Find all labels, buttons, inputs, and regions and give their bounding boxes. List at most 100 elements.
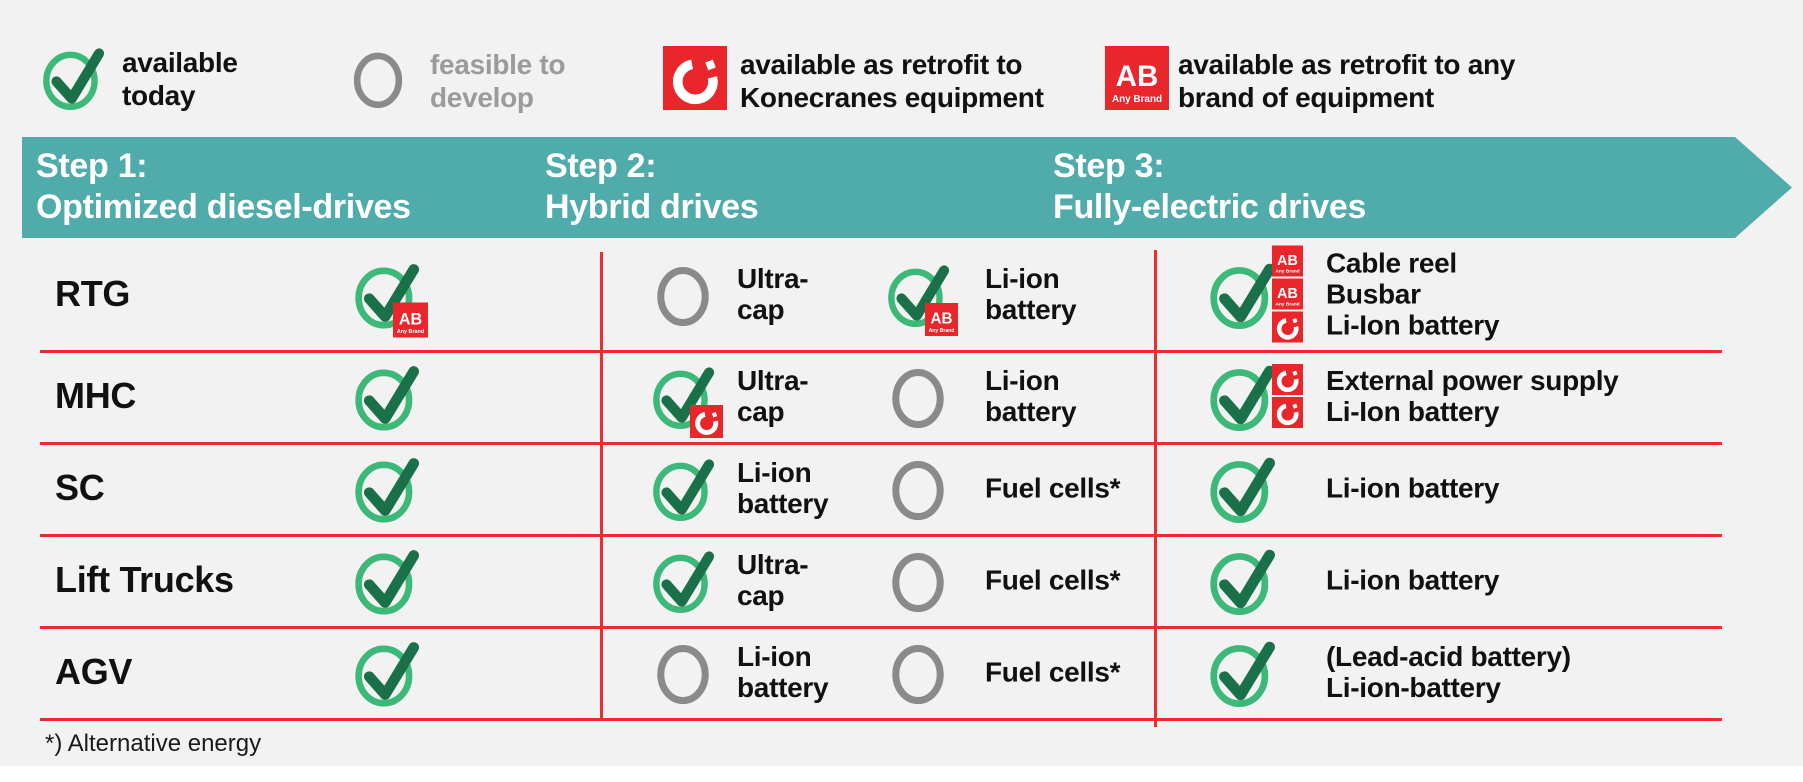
cell-label: Ultra- [737,263,809,294]
retrofit-badge-stack: AB Any Brand AB Any Brand [1272,245,1303,343]
cell-label: Fuel cells* [985,564,1121,596]
cell-label: Li-Ion battery [1326,309,1500,341]
row-divider [40,534,1722,537]
circle-icon [347,46,409,110]
cell-label: Li-Ion battery [1326,396,1500,427]
legend-label: develop [430,82,534,113]
konecranes-c-badge-icon [1272,311,1303,343]
legend-item-available-today: available today [40,44,340,114]
cell-label: battery [985,294,1077,325]
konecranes-c-badge-icon [689,404,723,438]
svg-text:Any Brand: Any Brand [397,330,424,336]
legend-label: today [122,80,196,111]
cell-label: battery [985,396,1077,427]
equipment-label-agv: AGV [55,651,133,692]
svg-text:Any Brand: Any Brand [1112,94,1162,105]
available-check-icon [352,546,421,615]
any-brand-badge-icon: AB Any Brand [924,302,958,336]
row-divider [40,350,1722,353]
cell-label: Fuel cells* [985,472,1121,504]
steps-banner-arrow: Step 1: Optimized diesel-drives Step 2: … [22,137,1792,238]
cell-label: battery [737,488,829,519]
footnote: *) Alternative energy [45,730,262,757]
svg-text:AB: AB [1116,60,1159,93]
table-row-lift-trucks: Lift Trucks Ultra-cap Fuel cells* Li-ion… [0,534,1803,626]
available-check-icon: AB Any Brand [352,260,429,338]
equipment-label-mhc: MHC [55,375,137,416]
cell-label: battery [737,672,829,703]
available-check-icon [1207,637,1277,707]
legend-label: Konecranes equipment [740,82,1044,113]
cell-label: Cable reel [1326,247,1457,279]
table-row-sc: SC Li-ion battery Fuel cells* Li-ion batt… [0,442,1803,534]
legend-label: feasible to [430,49,566,80]
check-icon [40,44,106,110]
any-brand-badge-icon: AB Any Brand [1272,278,1303,310]
bottom-margin [0,766,1803,782]
available-check-icon [1207,545,1277,615]
step-number: Step 2: [545,147,657,185]
svg-text:Any Brand: Any Brand [1275,269,1299,275]
available-check-icon [1207,361,1277,431]
row-divider [40,626,1722,629]
any-brand-badge-icon: AB Any Brand [1105,46,1169,110]
available-check-icon [352,454,421,523]
legend-label: available as retrofit to [740,49,1023,80]
step-title: Optimized diesel-drives [36,188,411,226]
step-title: Fully-electric drives [1053,188,1367,226]
available-check-icon [1207,453,1277,523]
available-check-icon [650,547,716,613]
feasible-circle-icon [885,547,951,613]
available-check-icon [352,638,421,707]
equipment-label-rtg: RTG [55,273,131,314]
available-check-icon [650,363,723,438]
banner-step-3: Step 3: Fully-electric drives [1053,146,1366,228]
legend-label: available [122,47,238,78]
legend-item-retrofit-any-brand: AB Any Brand available as retrofit to an… [1105,46,1565,116]
available-check-icon [650,455,716,521]
equipment-label-sc: SC [55,467,105,508]
konecranes-c-badge-icon [663,46,727,110]
konecranes-c-badge-icon [1272,397,1303,428]
svg-text:Any Brand: Any Brand [1275,302,1299,308]
feasible-circle-icon [885,363,951,429]
svg-text:AB: AB [1277,253,1298,269]
cell-label: Li-ion battery [1326,472,1500,504]
banner-step-1: Step 1: Optimized diesel-drives [36,146,411,228]
table-row-mhc: MHC Ultra-cap Li-ion battery External pow… [0,350,1803,442]
column-divider-step2-step3 [1154,250,1157,727]
svg-text:AB: AB [399,311,422,329]
cell-label: cap [737,294,785,325]
any-brand-badge-icon: AB Any Brand [1272,245,1303,277]
cell-label: (Lead-acid battery) [1326,641,1571,672]
table-row-rtg: RTG AB Any Brand Ultra-cap AB Any Brand … [0,238,1803,350]
cell-label: cap [737,396,785,427]
cell-label: Li-ion-battery [1326,672,1501,703]
cell-label: Li-ion [737,457,812,488]
available-check-icon: AB Any Brand [885,261,958,336]
cell-label: cap [737,580,785,611]
equipment-label-lift-trucks: Lift Trucks [55,559,234,600]
legend-label: available as retrofit to any [1178,49,1516,80]
available-check-icon [352,362,421,431]
any-brand-badge-icon: AB Any Brand [393,302,429,338]
konecranes-c-badge-icon [1272,364,1303,395]
cell-label: Fuel cells* [985,656,1121,688]
feasible-circle-icon [650,639,716,705]
step-number: Step 1: [36,147,148,185]
feasible-circle-icon [885,639,951,705]
table-row-agv: AGV Li-ion battery Fuel cells* (Lead-acid… [0,626,1803,718]
svg-text:AB: AB [1277,286,1298,302]
column-divider-step1-step2 [600,252,603,720]
available-check-icon [1207,259,1277,329]
legend-item-feasible: feasible to develop [347,46,647,116]
feasible-circle-icon [650,261,716,327]
cell-label: Ultra- [737,549,809,580]
retrofit-badge-stack [1272,364,1303,428]
svg-text:Any Brand: Any Brand [928,327,954,333]
feasible-circle-icon [885,455,951,521]
cell-label: External power supply [1326,365,1619,396]
cell-label: Li-ion [737,641,812,672]
cell-label: Ultra- [737,365,809,396]
